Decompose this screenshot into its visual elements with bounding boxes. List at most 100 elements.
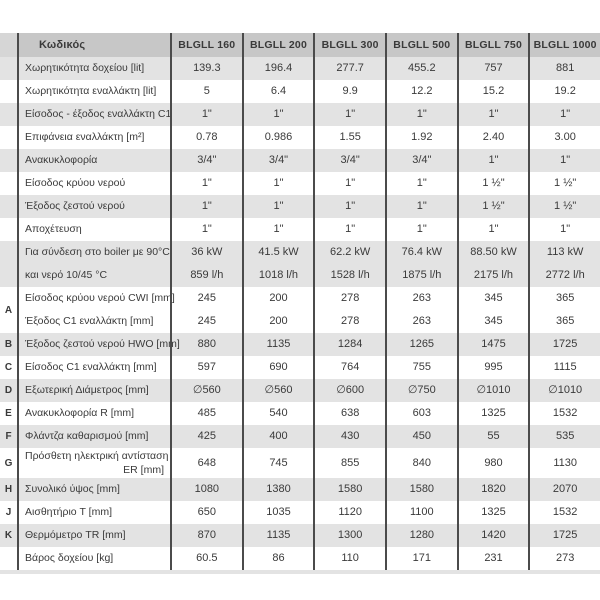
value-cell: 1532 xyxy=(528,501,600,524)
value-cell: ∅1010 xyxy=(456,379,529,402)
value-cell: 3/4" xyxy=(313,149,385,172)
row-letter: F xyxy=(5,431,12,442)
value-cell: 1" xyxy=(456,103,529,126)
value-cell: 263 263 xyxy=(384,287,457,333)
table-row: A Είσοδος κρύου νερού CWI [mm] Έξοδος C1 ε… xyxy=(0,287,600,333)
value-cell: 1" xyxy=(313,195,385,218)
row-letter: E xyxy=(5,408,12,419)
table-row: Είσοδος - έξοδος εναλλάκτη C1 1" 1" 1" 1" 1" 1… xyxy=(0,103,600,126)
value-cell: 638 xyxy=(313,402,385,425)
row-label: Για σύνδεση στο boiler με 90°C και νερό 1… xyxy=(17,241,170,287)
row-letter xyxy=(0,195,17,218)
value-cell: 1" xyxy=(313,103,385,126)
table-row: G Πρόσθετη ηλεκτρική αντίσταση ER [mm] 648 7… xyxy=(0,448,600,478)
value-cell: 36 kW 859 l/h xyxy=(170,241,242,287)
row-label: Φλάντζα καθαρισμού [mm] xyxy=(17,425,170,448)
value-cell: 12.2 xyxy=(384,80,457,103)
column-header-code: Κωδικός xyxy=(17,33,170,57)
row-letter: A xyxy=(4,304,13,316)
value-cell: 1" xyxy=(170,103,242,126)
column-header-model: BLGLL 1000 xyxy=(528,33,600,57)
value-cell: 1580 xyxy=(384,478,457,501)
value-cell: 1 ½" xyxy=(528,195,600,218)
value-cell: 1115 xyxy=(528,356,600,379)
value-cell: 1532 xyxy=(528,402,600,425)
row-label: Επιφάνεια εναλλάκτη [m²] xyxy=(17,126,170,149)
value-cell: 485 xyxy=(170,402,242,425)
value-line1: 278 xyxy=(340,292,360,304)
value-cell: 1.92 xyxy=(384,126,457,149)
value-cell: 1035 xyxy=(241,501,314,524)
value-cell: 648 xyxy=(170,448,242,478)
row-label: Έξοδος ζεστού νερού HWO [mm] xyxy=(17,333,180,356)
table-row: K Θερμόμετρο TR [mm] 870 1135 1300 1280 1420 17… xyxy=(0,524,600,547)
row-label: Είσοδος - έξοδος εναλλάκτη C1 xyxy=(17,103,171,126)
row-label: Πρόσθετη ηλεκτρική αντίσταση ER [mm] xyxy=(17,448,170,478)
value-line2: 1875 l/h xyxy=(402,269,442,281)
value-line1: 88.50 kW xyxy=(470,246,517,258)
value-cell: 1135 xyxy=(241,524,314,547)
value-cell: 3/4" xyxy=(241,149,314,172)
value-cell: 1" xyxy=(241,195,314,218)
value-cell: 1" xyxy=(384,172,457,195)
value-cell: 745 xyxy=(241,448,314,478)
value-cell: 840 xyxy=(384,448,457,478)
row-letter: D xyxy=(4,385,13,396)
table-row: C Είσοδος C1 εναλλάκτη [mm] 597 690 764 755 99… xyxy=(0,356,600,379)
value-cell: 1" xyxy=(170,195,242,218)
column-header-model: BLGLL 500 xyxy=(384,33,457,57)
value-cell: 88.50 kW 2175 l/h xyxy=(456,241,529,287)
row-letter xyxy=(0,172,17,195)
value-cell: 995 xyxy=(456,356,529,379)
value-cell: 171 xyxy=(384,547,457,570)
row-label: Βάρος δοχείου [kg] xyxy=(17,547,170,570)
value-cell: 1" xyxy=(384,103,457,126)
value-cell: 1" xyxy=(384,218,457,241)
row-label: Θερμόμετρο TR [mm] xyxy=(17,524,170,547)
row-letter xyxy=(0,103,17,126)
value-cell: 1280 xyxy=(384,524,457,547)
row-label: Χωρητικότητα δοχείου [lit] xyxy=(17,57,170,80)
row-letter xyxy=(0,80,17,103)
value-cell: 980 xyxy=(456,448,529,478)
value-cell: 1475 xyxy=(456,333,529,356)
value-cell: 1380 xyxy=(241,478,314,501)
table-row: Βάρος δοχείου [kg] 60.5 86 110 171 231 273 xyxy=(0,547,600,570)
value-cell: 1300 xyxy=(313,524,385,547)
value-cell: 2.40 xyxy=(456,126,529,149)
row-label: Αισθητήριο T [mm] xyxy=(17,501,170,524)
value-cell: 1" xyxy=(528,218,600,241)
value-cell: 1 ½" xyxy=(456,195,529,218)
row-letter xyxy=(0,57,17,80)
value-cell: 110 xyxy=(313,547,385,570)
value-cell: 455.2 xyxy=(384,57,457,80)
value-cell: 450 xyxy=(384,425,457,448)
value-line2: 365 xyxy=(555,315,575,327)
value-cell: 86 xyxy=(241,547,314,570)
table-row: F Φλάντζα καθαρισμού [mm] 425 400 430 450 55 53… xyxy=(0,425,600,448)
table-row: Ανακυκλοφορία 3/4" 3/4" 3/4" 3/4" 1" 1" xyxy=(0,149,600,172)
value-cell: 196.4 xyxy=(241,57,314,80)
value-cell: 41.5 kW 1018 l/h xyxy=(241,241,314,287)
row-letter xyxy=(0,149,17,172)
row-letter xyxy=(0,241,17,287)
row-label-line2: και νερό 10/45 °C xyxy=(25,269,108,281)
value-cell: 277.7 xyxy=(313,57,385,80)
value-cell: 0.78 xyxy=(170,126,242,149)
table-row: Είσοδος κρύου νερού 1" 1" 1" 1" 1 ½" 1 ½" xyxy=(0,172,600,195)
value-cell: 1120 xyxy=(313,501,385,524)
row-label-line2: ER [mm] xyxy=(123,464,164,476)
value-cell: 1725 xyxy=(528,524,600,547)
column-header-model: BLGLL 300 xyxy=(313,33,385,57)
row-label-line2: Έξοδος C1 εναλλάκτη [mm] xyxy=(25,315,154,327)
row-label: Συνολικό ύψος [mm] xyxy=(17,478,170,501)
value-cell: 6.4 xyxy=(241,80,314,103)
value-cell: 535 xyxy=(528,425,600,448)
value-cell: 1" xyxy=(170,218,242,241)
value-cell: 0.986 xyxy=(241,126,314,149)
table-row: D Εξωτερική Διάμετρος [mm] ∅560 ∅560 ∅600 ∅75… xyxy=(0,379,600,402)
row-label: Έξοδος ζεστού νερού xyxy=(17,195,170,218)
value-line2: 263 xyxy=(412,315,431,327)
value-cell: 278 278 xyxy=(313,287,385,333)
